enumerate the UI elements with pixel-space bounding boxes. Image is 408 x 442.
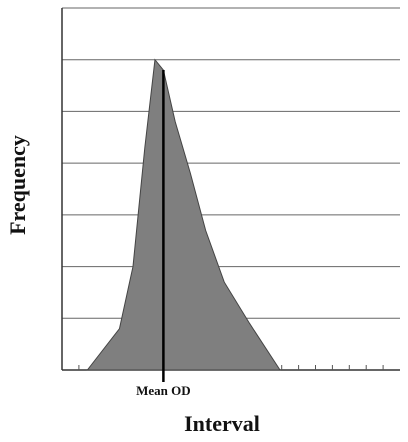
y-axis-label: Frequency — [5, 135, 30, 235]
x-axis-label: Interval — [184, 411, 260, 436]
area — [86, 58, 281, 371]
mean-label: Mean OD — [136, 383, 191, 398]
